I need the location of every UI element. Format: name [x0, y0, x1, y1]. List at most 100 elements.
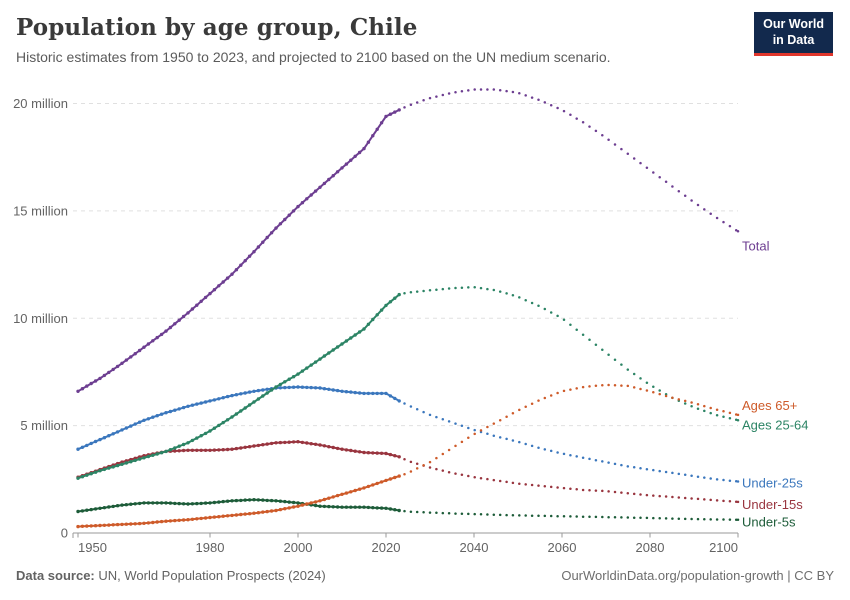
- data-point: [146, 501, 151, 505]
- data-point: [371, 451, 375, 455]
- projection-dot: [639, 467, 642, 470]
- data-point: [252, 511, 256, 515]
- series-label-ages-25-64[interactable]: Ages 25-64: [742, 417, 809, 432]
- data-point: [221, 448, 225, 452]
- data-point: [388, 452, 393, 457]
- data-point: [98, 506, 102, 510]
- data-point: [397, 399, 401, 403]
- data-point: [115, 463, 120, 468]
- projection-dot: [415, 510, 419, 514]
- series-under-15s[interactable]: Under-15s: [76, 440, 803, 512]
- data-point: [318, 499, 322, 503]
- data-point: [388, 394, 393, 398]
- data-point: [309, 442, 313, 446]
- series-under-5s[interactable]: Under-5s: [76, 498, 796, 530]
- data-point: [234, 446, 239, 451]
- data-point: [296, 372, 300, 376]
- data-point: [190, 403, 195, 407]
- projection-dot: [492, 422, 496, 425]
- data-point: [159, 332, 164, 337]
- projection-dot: [594, 515, 598, 519]
- series-label-under-5s[interactable]: Under-5s: [742, 515, 796, 530]
- data-point: [327, 445, 331, 449]
- series-total[interactable]: Total: [76, 88, 770, 393]
- data-point: [107, 434, 111, 438]
- data-point: [159, 501, 164, 505]
- data-point: [177, 407, 181, 411]
- data-point: [344, 491, 349, 495]
- data-point: [397, 508, 401, 513]
- data-point: [115, 522, 120, 527]
- projection-dot: [639, 161, 642, 165]
- attribution-link[interactable]: OurWorldinData.org/population-growth | C…: [561, 568, 834, 583]
- data-point: [327, 504, 331, 509]
- projection-dot: [709, 477, 712, 480]
- projection-dot: [671, 471, 674, 475]
- projection-dot: [511, 90, 515, 94]
- data-point: [296, 204, 300, 209]
- projection-dot: [683, 473, 687, 477]
- projection-dot: [736, 413, 740, 417]
- projection-dot: [671, 495, 674, 499]
- projection-dot: [454, 472, 457, 475]
- projection-dot: [518, 296, 521, 299]
- x-tick-label: 2020: [372, 540, 401, 555]
- data-point: [85, 443, 89, 448]
- projection-dot: [664, 180, 668, 184]
- projection-dot: [498, 479, 502, 483]
- x-tick-label: 2000: [284, 540, 313, 555]
- projection-dot: [645, 166, 649, 170]
- projection-dot: [403, 509, 406, 513]
- owid-logo[interactable]: Our World in Data: [754, 12, 833, 57]
- data-point: [225, 447, 230, 452]
- series-ages-65-[interactable]: Ages 65+: [76, 383, 797, 529]
- projection-dot: [601, 515, 604, 519]
- projection-dot: [447, 287, 451, 290]
- projection-dot: [594, 343, 598, 346]
- data-point: [199, 501, 203, 506]
- projection-dot: [569, 113, 572, 117]
- data-point: [353, 488, 357, 493]
- projection-dot: [530, 514, 534, 517]
- projection-dot: [422, 410, 425, 414]
- series-label-under-25s[interactable]: Under-25s: [742, 476, 803, 491]
- projection-dot: [556, 391, 559, 395]
- series-label-under-15s[interactable]: Under-15s: [742, 497, 803, 512]
- data-point: [384, 391, 388, 396]
- series-label-ages-65-[interactable]: Ages 65+: [742, 398, 797, 413]
- data-point: [186, 441, 190, 445]
- data-point: [111, 504, 115, 509]
- series-label-total[interactable]: Total: [742, 238, 770, 253]
- projection-dot: [728, 224, 732, 228]
- data-point: [129, 355, 133, 359]
- data-source-label: Data source:: [16, 568, 95, 583]
- data-point: [186, 448, 190, 452]
- series-under-25s[interactable]: Under-25s: [76, 385, 803, 491]
- projection-dot: [613, 462, 617, 466]
- projection-dot: [486, 287, 489, 291]
- data-point: [384, 303, 388, 308]
- data-point: [93, 439, 98, 444]
- data-point: [181, 502, 186, 506]
- data-point: [146, 521, 151, 525]
- projection-dot: [467, 426, 470, 430]
- data-point: [318, 357, 322, 361]
- projection-dot: [562, 318, 566, 322]
- series-ages-25-64[interactable]: Ages 25-64: [76, 285, 809, 480]
- data-point: [164, 501, 168, 505]
- data-point: [190, 307, 195, 311]
- data-point: [186, 518, 190, 522]
- projection-dot: [460, 424, 464, 428]
- data-point: [269, 509, 274, 513]
- data-point: [283, 380, 287, 384]
- projection-dot: [467, 436, 470, 440]
- projection-dot: [415, 408, 419, 411]
- data-point: [247, 254, 252, 258]
- data-point: [142, 521, 146, 525]
- data-point: [265, 235, 269, 240]
- chart-footer: Data source: UN, World Population Prospe…: [16, 568, 834, 583]
- data-point: [327, 351, 331, 355]
- data-point: [300, 385, 305, 389]
- data-point: [318, 386, 322, 390]
- projection-dot: [658, 389, 661, 392]
